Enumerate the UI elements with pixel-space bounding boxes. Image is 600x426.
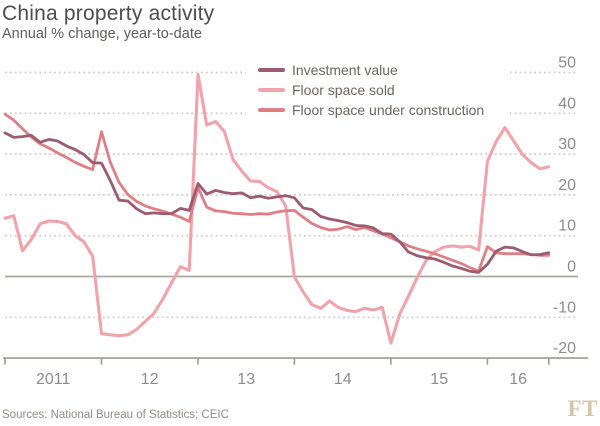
legend-swatch-investment-value xyxy=(258,68,285,72)
legend-item-floor-space-under-construction: Floor space under construction xyxy=(246,100,510,120)
y-axis-label: 10 xyxy=(558,218,576,235)
legend-swatch-floor-space-under-construction xyxy=(258,108,285,112)
source-attribution: Sources: National Bureau of Statistics; … xyxy=(2,409,229,421)
legend-label: Floor space under construction xyxy=(292,102,485,118)
y-axis-label: 40 xyxy=(558,95,576,112)
x-axis-label: 2011 xyxy=(36,371,71,388)
y-axis-label: 0 xyxy=(567,259,576,276)
page-title: China property activity xyxy=(2,2,215,25)
investment-value-line xyxy=(3,131,551,274)
y-axis-label: -10 xyxy=(553,299,576,316)
ft-logo: FT xyxy=(567,396,598,421)
legend-label: Floor space sold xyxy=(292,82,395,98)
legend-item-floor-space-sold: Floor space sold xyxy=(246,80,510,100)
x-axis-label: 15 xyxy=(430,371,448,388)
floor-space-sold-line xyxy=(3,72,551,345)
y-axis-label: 30 xyxy=(558,136,576,153)
y-axis-label: 20 xyxy=(558,177,576,194)
x-axis-label: 14 xyxy=(334,371,352,388)
x-axis-label: 13 xyxy=(237,371,255,388)
chart-legend: Investment value Floor space sold Floor … xyxy=(246,60,510,120)
legend-swatch-floor-space-sold xyxy=(258,88,285,92)
y-axis-label: 50 xyxy=(558,55,576,72)
legend-label: Investment value xyxy=(292,62,398,78)
floor-space-under-construction-line xyxy=(3,112,551,273)
y-axis-label: -20 xyxy=(553,340,576,357)
x-axis-label: 16 xyxy=(509,371,527,388)
page-subtitle: Annual % change, year-to-date xyxy=(2,26,202,42)
x-axis-label: 12 xyxy=(141,371,159,388)
legend-item-investment-value: Investment value xyxy=(246,60,510,80)
